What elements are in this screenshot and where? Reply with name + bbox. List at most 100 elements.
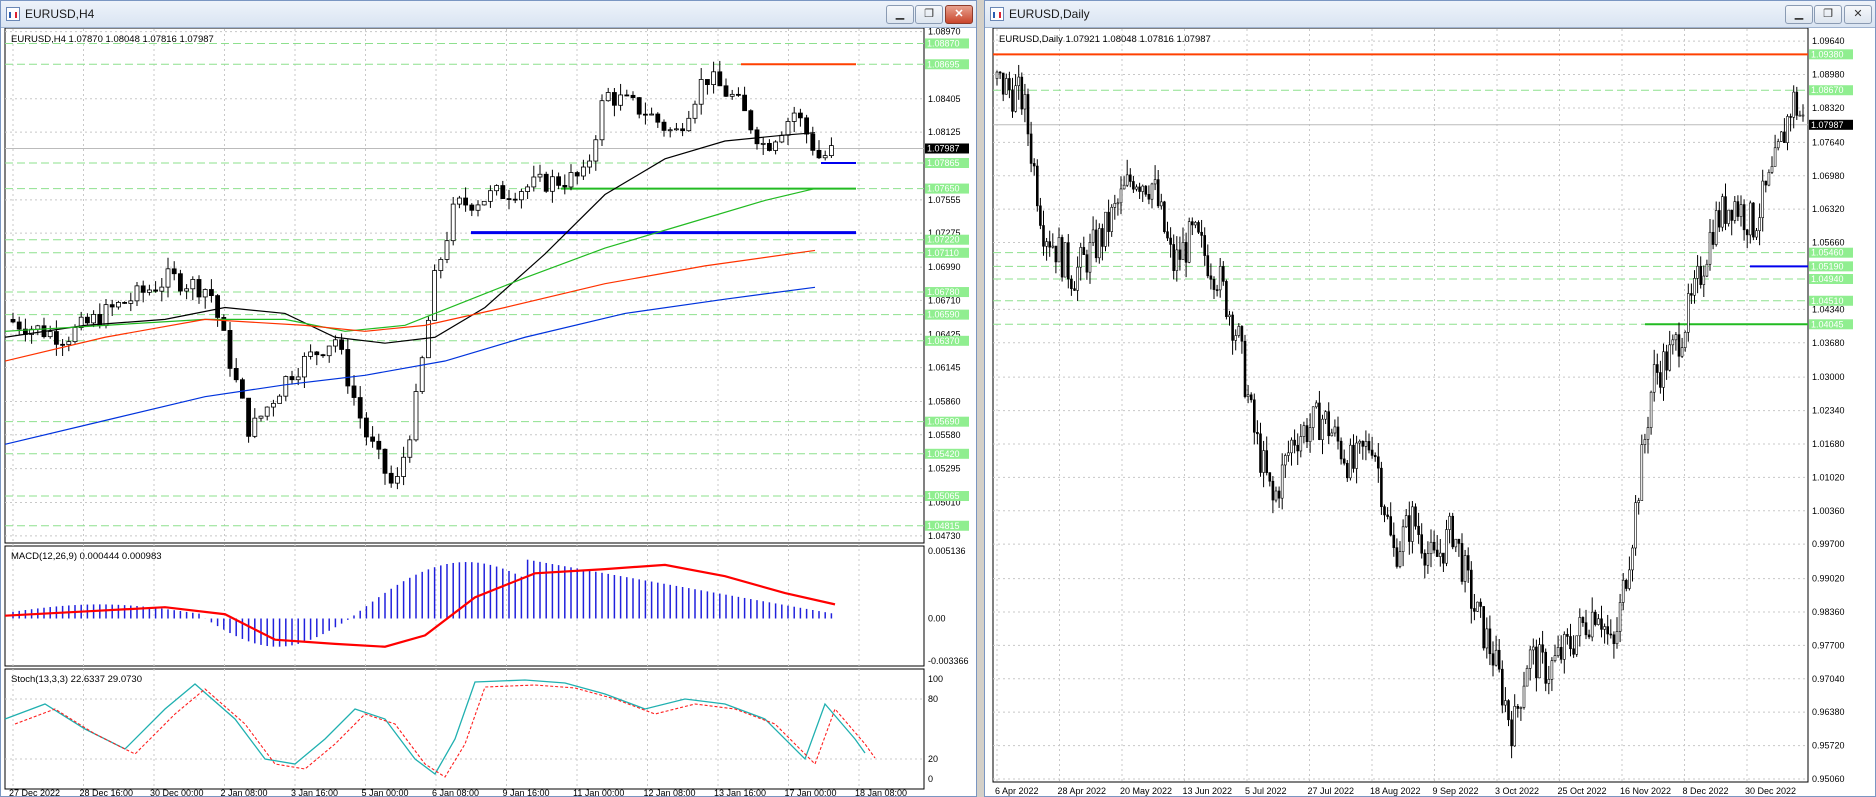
time-label: 9 Jan 16:00 <box>503 788 550 796</box>
candle-body <box>822 155 828 159</box>
candle-body <box>1479 601 1482 607</box>
candle-body <box>1448 515 1451 530</box>
level-label: 1.09380 <box>1811 49 1844 59</box>
candle-body <box>1755 230 1758 238</box>
candle-body <box>171 268 177 275</box>
candle-body <box>1008 78 1011 91</box>
candle-body <box>1355 442 1358 469</box>
close-button[interactable]: ✕ <box>1844 5 1872 24</box>
candle-body <box>370 436 376 442</box>
h4-chart-window[interactable]: EURUSD,H4 ▁ ❐ ✕ 0.005136 0.00 -0.003366 10… <box>0 0 977 797</box>
candle-body <box>1135 186 1138 190</box>
price-tick-label: 1.07640 <box>1812 137 1845 147</box>
level-label-bg <box>1809 85 1853 96</box>
level-label-bg <box>925 38 969 49</box>
time-label: 9 Sep 2022 <box>1433 786 1479 796</box>
time-label: 30 Dec 2022 <box>1745 786 1796 796</box>
candle-body <box>1411 506 1414 542</box>
candle-body <box>1277 490 1281 499</box>
candle-body <box>1212 278 1216 290</box>
candle-body <box>1218 266 1222 291</box>
candle-body <box>1466 555 1470 571</box>
candle-body <box>1404 515 1408 528</box>
daily-chart-area[interactable]: 1.09640 1.08980 1.08320 1.07640 1.06980 1.063… <box>985 28 1875 796</box>
stoch-tick-label: 20 <box>928 754 938 764</box>
candle-body <box>1535 646 1538 679</box>
candle-body <box>1761 180 1765 218</box>
level-label: 1.06780 <box>927 287 960 297</box>
candle-body <box>1150 183 1154 200</box>
candle-body <box>16 321 22 330</box>
candle-body <box>1702 275 1706 285</box>
candle-body <box>500 185 506 199</box>
candle-body <box>1435 549 1439 557</box>
time-label: 12 Jan 08:00 <box>644 788 696 796</box>
candle-body <box>456 197 462 205</box>
candle-body <box>1463 555 1467 582</box>
ma-blue-line <box>4 286 816 445</box>
candle-body <box>1578 617 1582 637</box>
time-label: 8 Dec 2022 <box>1683 786 1729 796</box>
candle-body <box>1156 179 1160 207</box>
level-label: 1.05065 <box>927 491 960 501</box>
candle-body <box>382 448 388 474</box>
candle-body <box>481 200 487 206</box>
candle-body <box>1051 245 1055 248</box>
time-label: 2 Jan 08:00 <box>221 788 268 796</box>
candle-body <box>1082 247 1086 255</box>
candle-body <box>1491 653 1495 666</box>
candle-body <box>1674 334 1678 341</box>
price-tick-label: 1.03000 <box>1812 372 1845 382</box>
candle-body <box>1383 506 1386 516</box>
minimize-button[interactable]: ▁ <box>1785 5 1813 24</box>
candle-body <box>314 351 320 356</box>
candle-body <box>1776 141 1780 149</box>
candle-body <box>605 92 611 102</box>
daily-chart-window[interactable]: EURUSD,Daily ▁ ❐ ✕ 1.09640 1.08980 1.08320… <box>984 0 1876 797</box>
candle-body <box>1389 516 1393 536</box>
candle-body <box>1004 78 1008 95</box>
candle-body <box>419 357 425 392</box>
price-tick-label: 1.08970 <box>928 28 961 37</box>
restore-button[interactable]: ❐ <box>915 5 943 24</box>
price-tick-label: 0.99700 <box>1812 539 1845 549</box>
candle-body <box>1556 647 1560 656</box>
ma-black-line <box>4 132 816 344</box>
candle-body <box>1597 618 1600 625</box>
restore-button[interactable]: ❐ <box>1814 5 1842 24</box>
h4-title-bar[interactable]: EURUSD,H4 ▁ ❐ ✕ <box>1 1 976 28</box>
level-label-bg <box>925 335 969 346</box>
candle-body <box>339 339 345 350</box>
price-tick-label: 0.95720 <box>1812 741 1845 751</box>
candle-body <box>1432 541 1436 551</box>
candle-body <box>680 128 685 132</box>
candle-body <box>109 304 115 308</box>
candle-body <box>1752 202 1755 238</box>
candle-body <box>1587 634 1591 638</box>
level-label-bg <box>925 448 969 459</box>
candle-body <box>1733 201 1737 221</box>
candle-body <box>1550 660 1554 680</box>
daily-title-bar[interactable]: EURUSD,Daily ▁ ❐ ✕ <box>985 1 1875 28</box>
candle-body <box>1544 651 1548 684</box>
minimize-button[interactable]: ▁ <box>886 5 914 24</box>
daily-price-axis: 1.09640 1.08980 1.08320 1.07640 1.06980 1.063… <box>1809 36 1853 784</box>
candle-body <box>1222 266 1225 282</box>
candle-body <box>463 197 469 206</box>
candle-body <box>1259 433 1262 473</box>
candle-body <box>1547 679 1551 684</box>
candle-body <box>66 341 72 346</box>
time-label: 16 Nov 2022 <box>1620 786 1671 796</box>
candle-body <box>1770 166 1774 173</box>
candle-body <box>1345 462 1349 479</box>
candle-body <box>1200 231 1203 236</box>
close-button[interactable]: ✕ <box>945 5 973 24</box>
candle-body <box>829 145 834 157</box>
price-tick-label: 1.06145 <box>928 363 961 373</box>
candle-body <box>519 191 524 201</box>
candle-body <box>1125 174 1129 186</box>
candle-body <box>1153 179 1157 185</box>
level-label-bg <box>925 59 969 70</box>
level-label: 1.06370 <box>927 336 960 346</box>
